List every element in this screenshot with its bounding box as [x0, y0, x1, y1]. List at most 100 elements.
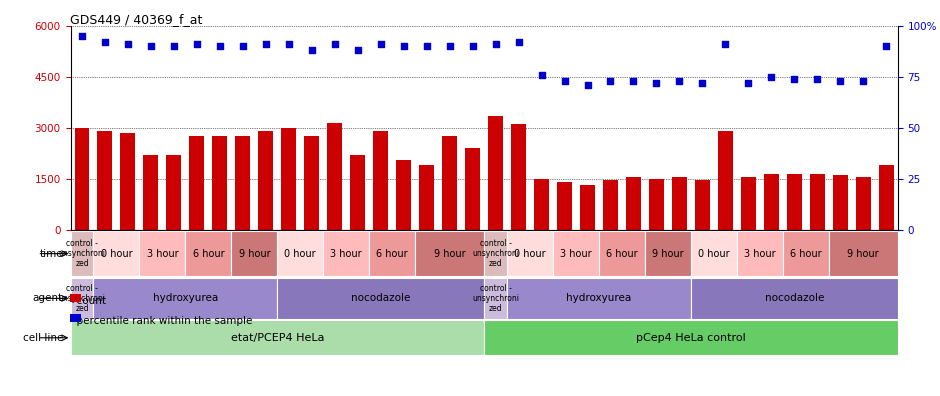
- Bar: [645, 231, 691, 276]
- Text: 0 hour: 0 hour: [285, 249, 316, 259]
- Text: pCep4 HeLa control: pCep4 HeLa control: [636, 333, 745, 343]
- Point: [144, 43, 159, 49]
- Bar: [327, 123, 342, 230]
- Bar: [396, 160, 411, 230]
- Text: 6 hour: 6 hour: [606, 249, 637, 259]
- Bar: [70, 320, 484, 355]
- Bar: [323, 231, 369, 276]
- Bar: [580, 185, 595, 230]
- Bar: [649, 179, 664, 230]
- Bar: [93, 231, 139, 276]
- Text: 9 hour: 9 hour: [848, 249, 879, 259]
- Point: [879, 43, 894, 49]
- Text: 0 hour: 0 hour: [514, 249, 546, 259]
- Bar: [741, 177, 756, 230]
- Bar: [879, 165, 894, 230]
- Bar: [93, 278, 277, 319]
- Point: [603, 78, 618, 84]
- Text: 6 hour: 6 hour: [790, 249, 822, 259]
- Text: cell line: cell line: [23, 333, 63, 343]
- Bar: [70, 278, 93, 319]
- Bar: [235, 136, 250, 230]
- Point: [855, 78, 870, 84]
- Bar: [691, 231, 737, 276]
- Point: [396, 43, 411, 49]
- Bar: [139, 231, 185, 276]
- Text: nocodazole: nocodazole: [764, 293, 824, 303]
- Bar: [98, 131, 113, 230]
- Bar: [281, 128, 296, 230]
- Bar: [120, 133, 135, 230]
- Text: agent: agent: [33, 293, 63, 303]
- Text: control -
unsynchroni
zed: control - unsynchroni zed: [472, 284, 519, 312]
- Point: [166, 43, 181, 49]
- Text: 3 hour: 3 hour: [331, 249, 362, 259]
- Text: nocodazole: nocodazole: [351, 293, 411, 303]
- Text: 3 hour: 3 hour: [744, 249, 776, 259]
- Bar: [783, 231, 829, 276]
- Bar: [507, 278, 691, 319]
- Point: [98, 39, 113, 45]
- Bar: [373, 131, 388, 230]
- Bar: [305, 136, 320, 230]
- Bar: [351, 155, 365, 230]
- Text: 3 hour: 3 hour: [560, 249, 592, 259]
- Point: [557, 78, 572, 84]
- Text: 0 hour: 0 hour: [698, 249, 729, 259]
- Bar: [557, 182, 572, 230]
- Text: 9 hour: 9 hour: [239, 249, 270, 259]
- Bar: [626, 177, 641, 230]
- Point: [120, 41, 135, 47]
- Bar: [809, 173, 824, 230]
- Text: control -
unsynchroni
zed: control - unsynchroni zed: [472, 240, 519, 268]
- Bar: [553, 231, 599, 276]
- Point: [465, 43, 480, 49]
- Point: [649, 80, 664, 86]
- Text: 6 hour: 6 hour: [193, 249, 224, 259]
- Point: [809, 76, 824, 82]
- Text: count: count: [70, 296, 106, 306]
- Point: [373, 41, 388, 47]
- Point: [419, 43, 434, 49]
- Point: [626, 78, 641, 84]
- Bar: [484, 231, 507, 276]
- Text: hydroxyurea: hydroxyurea: [567, 293, 632, 303]
- Bar: [603, 181, 618, 230]
- Point: [787, 76, 802, 82]
- Bar: [484, 320, 898, 355]
- Bar: [764, 173, 778, 230]
- Bar: [465, 148, 480, 230]
- Point: [305, 47, 320, 53]
- Bar: [672, 177, 687, 230]
- Text: 0 hour: 0 hour: [101, 249, 133, 259]
- Bar: [74, 128, 89, 230]
- Bar: [415, 231, 484, 276]
- Point: [718, 41, 733, 47]
- Bar: [166, 155, 181, 230]
- Text: control -
unsynchroni
zed: control - unsynchroni zed: [58, 240, 105, 268]
- Point: [189, 41, 204, 47]
- Text: percentile rank within the sample: percentile rank within the sample: [70, 316, 253, 326]
- Text: GDS449 / 40369_f_at: GDS449 / 40369_f_at: [70, 13, 203, 26]
- Bar: [695, 181, 710, 230]
- Bar: [833, 175, 848, 230]
- Text: hydroxyurea: hydroxyurea: [153, 293, 218, 303]
- Bar: [70, 231, 93, 276]
- Point: [833, 78, 848, 84]
- Point: [74, 33, 89, 39]
- Bar: [855, 177, 870, 230]
- Bar: [737, 231, 783, 276]
- Text: 9 hour: 9 hour: [434, 249, 465, 259]
- Text: etat/PCEP4 HeLa: etat/PCEP4 HeLa: [230, 333, 324, 343]
- Text: 6 hour: 6 hour: [376, 249, 408, 259]
- Text: 3 hour: 3 hour: [147, 249, 179, 259]
- Bar: [691, 278, 898, 319]
- Point: [258, 41, 274, 47]
- Point: [442, 43, 457, 49]
- Bar: [787, 173, 802, 230]
- Bar: [507, 231, 553, 276]
- Bar: [212, 136, 227, 230]
- Point: [580, 82, 595, 88]
- Point: [695, 80, 710, 86]
- Bar: [534, 179, 549, 230]
